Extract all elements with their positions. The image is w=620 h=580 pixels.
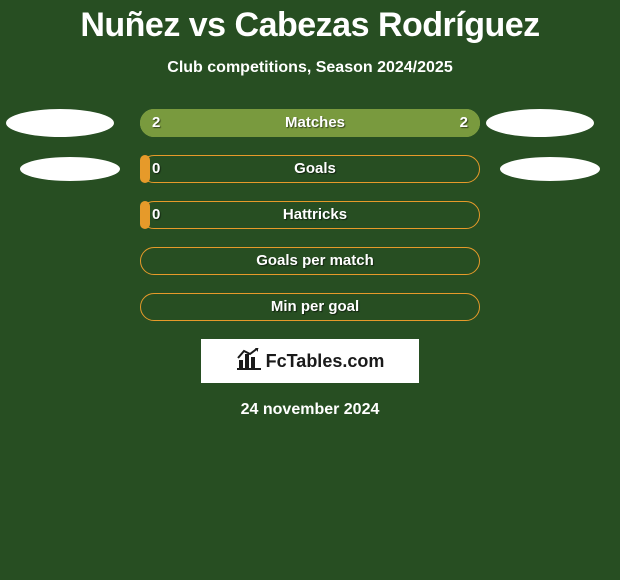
comparison-rows: 2 2 Matches 0 Goals 0 Hattricks [0, 109, 620, 321]
comparison-group: 2 2 Matches [0, 109, 620, 137]
page-root: Nuñez vs Cabezas Rodríguez Club competit… [0, 0, 620, 580]
player-tag-right [486, 109, 594, 137]
brand-box[interactable]: FcTables.com [201, 339, 419, 383]
stat-label: Matches [140, 109, 480, 137]
stat-row: 2 2 Matches [140, 109, 480, 137]
stat-row: 0 Hattricks [140, 201, 480, 229]
player-tag-left [6, 109, 114, 137]
player-tag-right [500, 157, 600, 181]
comparison-group: 0 Goals [0, 155, 620, 183]
stat-label: Hattricks [140, 201, 480, 229]
stat-row: 0 Goals [140, 155, 480, 183]
stat-label: Min per goal [140, 293, 480, 321]
page-title: Nuñez vs Cabezas Rodríguez [0, 0, 620, 45]
brand-text: FcTables.com [266, 351, 385, 372]
stat-row: Min per goal [140, 293, 480, 321]
footer-date: 24 november 2024 [0, 401, 620, 419]
brand-chart-icon [236, 348, 262, 375]
stat-label: Goals per match [140, 247, 480, 275]
page-subtitle: Club competitions, Season 2024/2025 [0, 59, 620, 77]
brand-inner: FcTables.com [236, 348, 385, 375]
stat-row: Goals per match [140, 247, 480, 275]
player-tag-left [20, 157, 120, 181]
stat-label: Goals [140, 155, 480, 183]
